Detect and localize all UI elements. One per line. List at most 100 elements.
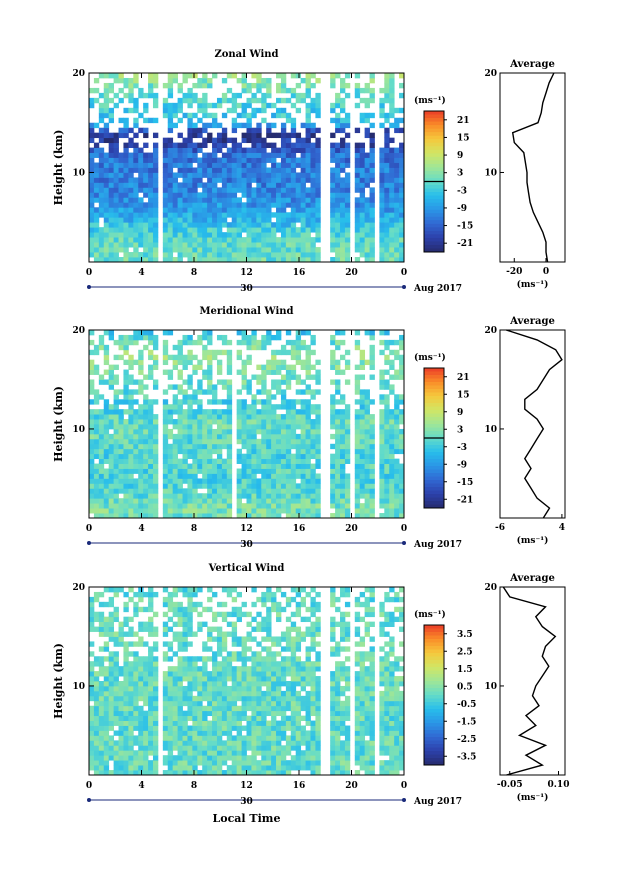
heatmap-cell (221, 202, 228, 208)
heatmap-cell (394, 488, 400, 494)
heatmap-cell (276, 498, 282, 504)
heatmap-cell (216, 369, 223, 375)
heatmap-cell (226, 137, 233, 144)
heatmap-cell (241, 725, 247, 731)
heatmap-cell (172, 443, 178, 450)
heatmap-cell (207, 182, 213, 188)
colorbar-step (424, 501, 444, 505)
heatmap-cell (315, 252, 321, 258)
heatmap-cell (335, 217, 341, 223)
heatmap-cell (187, 222, 193, 228)
heatmap-cell (330, 468, 336, 474)
heatmap-cell (285, 187, 292, 193)
heatmap-cell (123, 399, 129, 405)
heatmap-cell (290, 252, 297, 258)
heatmap-cell (93, 232, 100, 238)
heatmap-cell (276, 433, 282, 440)
heatmap-cell (271, 671, 277, 677)
heatmap-cell (330, 177, 336, 183)
colorbar-step (424, 480, 444, 484)
heatmap-cell (295, 433, 302, 440)
heatmap-cell (148, 92, 154, 99)
heatmap-cell (93, 122, 100, 129)
heatmap-cell (138, 508, 144, 514)
heatmap-cell (246, 700, 252, 707)
heatmap-cell (271, 503, 277, 509)
heatmap-cell (152, 483, 159, 489)
heatmap-cell (340, 448, 346, 455)
heatmap-cell (231, 765, 238, 771)
heatmap-cell (310, 685, 316, 692)
heatmap-cell (285, 661, 292, 667)
heatmap-cell (177, 685, 183, 692)
heatmap-cell (148, 478, 154, 484)
heatmap-cell (162, 162, 169, 168)
heatmap-cell (216, 661, 223, 667)
heatmap-cell (93, 745, 100, 751)
heatmap-cell (340, 690, 346, 697)
heatmap-cell (344, 765, 351, 771)
heatmap-cell (241, 488, 247, 494)
heatmap-cell (207, 152, 213, 158)
heatmap-cell (128, 750, 134, 756)
heatmap-cell (93, 443, 100, 450)
heatmap-cell (89, 419, 95, 425)
heatmap-cell (89, 237, 95, 243)
heatmap-cell (113, 720, 119, 726)
heatmap-cell (379, 671, 385, 677)
heatmap-cell (128, 433, 134, 440)
heatmap-cell (138, 162, 144, 168)
heatmap-cell (276, 252, 282, 258)
heatmap-cell (202, 212, 208, 218)
heatmap-cell (143, 127, 149, 134)
heatmap-cell (359, 695, 366, 702)
heatmap-cell (335, 399, 341, 405)
heatmap-cell (285, 227, 292, 233)
colorbar-step (424, 160, 444, 165)
heatmap-cell (305, 700, 311, 707)
heatmap-cell (261, 661, 267, 667)
heatmap-cell (389, 252, 395, 258)
heatmap-cell (231, 182, 238, 188)
heatmap-cell (103, 745, 110, 751)
heatmap-cell (330, 354, 336, 361)
heatmap-cell (266, 359, 272, 366)
heatmap-cell (340, 443, 346, 450)
heatmap-cell (276, 483, 282, 489)
heatmap-cell (359, 247, 366, 253)
heatmap-cell (256, 192, 262, 198)
heatmap-cell (256, 725, 262, 731)
heatmap-cell (108, 414, 115, 420)
heatmap-cell (182, 700, 188, 707)
colorbar-step (424, 216, 444, 221)
heatmap-cell (305, 207, 311, 213)
heatmap-cell (212, 399, 218, 405)
heatmap-cell (162, 107, 169, 114)
heatmap-cell (143, 463, 149, 469)
heatmap-cell (167, 137, 174, 144)
heatmap-cell (256, 424, 262, 430)
heatmap-cell (256, 207, 262, 213)
heatmap-cell (379, 394, 385, 400)
average-y-tick-label: 10 (484, 425, 497, 435)
heatmap-cell (172, 177, 178, 183)
heatmap-cell (118, 715, 124, 721)
heatmap-cell (251, 508, 257, 514)
heatmap-cell (128, 77, 134, 84)
heatmap-cell (128, 671, 134, 677)
heatmap-cell (226, 463, 233, 469)
heatmap-cell (261, 433, 267, 440)
colorbar-tick-label: 15 (457, 390, 470, 400)
heatmap-cell (148, 207, 154, 213)
heatmap-cell (113, 710, 119, 717)
heatmap-cell (216, 705, 223, 712)
heatmap-cell (212, 237, 218, 243)
heatmap-cell (197, 212, 203, 218)
heatmap-cell (335, 142, 341, 148)
heatmap-cell (93, 695, 100, 702)
heatmap-cell (256, 760, 262, 766)
heatmap-cell (330, 152, 336, 158)
heatmap-cell (167, 730, 174, 736)
heatmap-cell (359, 227, 366, 233)
heatmap-cell (98, 478, 105, 484)
